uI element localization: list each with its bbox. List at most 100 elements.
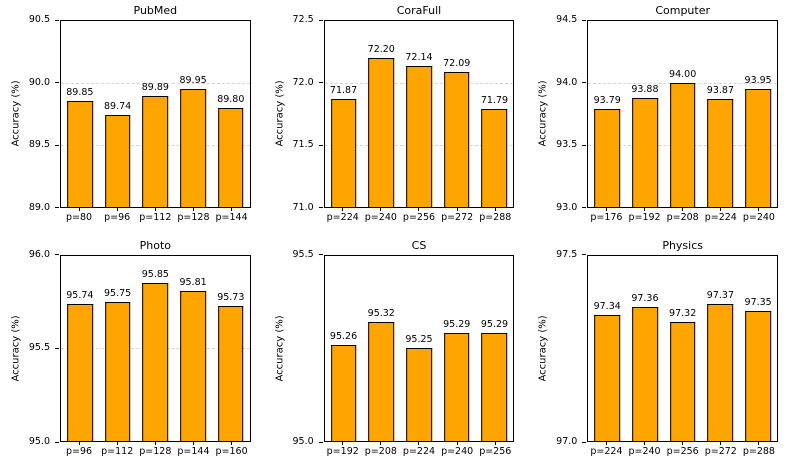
- bar-slot: 95.29: [476, 256, 514, 441]
- y-tick-mark: [582, 19, 587, 21]
- bar: [594, 108, 621, 207]
- bar: [632, 97, 658, 207]
- x-tick-mark: [380, 207, 382, 211]
- bar: [406, 65, 432, 207]
- x-axis-ticks: p=224 p=240 p=256 p=272 p=288: [324, 207, 515, 235]
- y-tick-mark: [318, 441, 323, 443]
- x-tick-label: p=240: [364, 211, 397, 223]
- bar-slot: 95.25: [400, 256, 438, 441]
- x-tick-label: p=96: [104, 211, 131, 223]
- x-tick-label: p=288: [479, 211, 512, 223]
- x-tick-label: p=240: [628, 446, 661, 457]
- y-tick-label: 94.0: [556, 76, 578, 88]
- bar-slot: 93.87: [702, 21, 740, 207]
- y-tick-mark: [318, 207, 323, 208]
- bar-value-label: 93.95: [744, 75, 772, 87]
- y-tick-mark: [55, 144, 59, 146]
- x-tick-label: p=208: [364, 446, 397, 457]
- bar-slot: 89.74: [99, 21, 137, 207]
- y-tick-label: 90.0: [28, 76, 50, 88]
- bars-group: 97.34 97.36 97.32 97.37 97.35: [588, 256, 777, 441]
- bar-value-label: 95.73: [217, 291, 245, 303]
- y-tick-mark: [55, 207, 59, 208]
- y-tick-mark: [55, 254, 59, 255]
- bar-value-label: 95.26: [329, 330, 358, 342]
- y-tick-label: 89.0: [28, 201, 50, 213]
- bar-value-label: 97.37: [706, 289, 734, 301]
- x-tick-mark: [605, 442, 607, 445]
- x-tick-mark: [192, 207, 194, 211]
- plot-area: 95.26 95.32 95.25 95.29 95.29: [323, 254, 515, 442]
- bars-group: 71.87 72.20 72.14 72.09 71.79: [325, 21, 514, 207]
- bar-slot: 95.32: [362, 256, 400, 441]
- bar: [104, 115, 131, 207]
- bar-slot: 95.29: [438, 256, 476, 441]
- y-tick-label: 97.0: [556, 436, 578, 447]
- x-tick-mark: [682, 442, 684, 445]
- y-tick-mark: [582, 82, 587, 83]
- x-tick-mark: [720, 442, 722, 445]
- bar-slot: 97.36: [626, 256, 664, 441]
- y-axis-ticks: 97.0 97.5: [527, 249, 587, 447]
- bar-slot: 72.09: [438, 21, 476, 207]
- x-tick-mark: [231, 442, 233, 445]
- bar-value-label: 93.79: [593, 94, 621, 106]
- y-axis-ticks: 95.0 95.5: [264, 249, 324, 447]
- y-tick-mark: [55, 19, 59, 21]
- x-tick-label: p=272: [441, 211, 474, 223]
- bar-slot: 71.79: [476, 21, 514, 207]
- bar: [217, 305, 244, 441]
- bar: [745, 89, 771, 207]
- y-tick-label: 71.5: [292, 139, 314, 150]
- x-tick-label: p=80: [66, 211, 93, 223]
- x-tick-label: p=224: [590, 446, 623, 457]
- x-tick-label: p=112: [101, 446, 134, 457]
- x-tick-mark: [116, 207, 118, 211]
- x-tick-label: p=272: [704, 446, 737, 457]
- x-tick-mark: [78, 207, 80, 211]
- bar-value-label: 72.14: [405, 51, 433, 63]
- bar-value-label: 89.95: [179, 75, 207, 87]
- plot-area: 95.74 95.75 95.85 95.81 95.73: [60, 254, 251, 442]
- bar: [368, 58, 395, 207]
- y-tick-label: 95.5: [28, 342, 50, 354]
- bar: [481, 333, 508, 441]
- x-axis-ticks: p=192 p=208 p=224 p=240 p=256: [324, 442, 515, 469]
- bar-slot: 97.37: [702, 256, 740, 441]
- y-tick-label: 89.5: [28, 139, 50, 150]
- bar-slot: 72.14: [400, 21, 438, 207]
- bar-slot: 97.34: [588, 256, 626, 441]
- chart-title: Photo: [139, 238, 172, 252]
- bar-value-label: 97.32: [669, 308, 697, 320]
- chart-panel: CS Accuracy (%) 95.26 95.32 95.25 95.29 95.2…: [264, 235, 528, 469]
- plot-area: 93.79 93.88 94.00 93.87 93.95: [587, 20, 778, 208]
- x-tick-label: p=112: [139, 211, 172, 223]
- bar: [180, 89, 206, 207]
- x-tick-mark: [342, 442, 344, 445]
- chart-title: CS: [411, 238, 427, 252]
- bar-value-label: 93.88: [631, 83, 659, 95]
- bar: [142, 283, 169, 441]
- bar-slot: 93.88: [626, 21, 664, 207]
- bar: [443, 71, 470, 207]
- x-tick-mark: [116, 442, 118, 445]
- bar-slot: 95.74: [61, 256, 99, 441]
- x-tick-mark: [758, 442, 760, 445]
- x-tick-mark: [456, 207, 458, 211]
- bar-slot: 89.85: [61, 21, 99, 207]
- bar-slot: 89.89: [136, 21, 174, 207]
- y-tick-mark: [55, 441, 59, 443]
- x-tick-mark: [456, 442, 458, 445]
- x-tick-label: p=176: [590, 211, 623, 223]
- y-tick-mark: [318, 19, 323, 21]
- plot-area: 97.34 97.36 97.32 97.37 97.35: [587, 254, 778, 442]
- bar-value-label: 93.87: [706, 84, 734, 96]
- bar-slot: 94.00: [664, 21, 702, 207]
- bar-value-label: 95.29: [480, 319, 509, 331]
- x-axis-ticks: p=96 p=112 p=128 p=144 p=160: [60, 442, 251, 469]
- plot-area: 71.87 72.20 72.14 72.09 71.79: [323, 20, 515, 208]
- x-tick-label: p=144: [215, 211, 248, 223]
- x-tick-label: p=144: [177, 446, 210, 457]
- bar-value-label: 72.09: [443, 57, 471, 69]
